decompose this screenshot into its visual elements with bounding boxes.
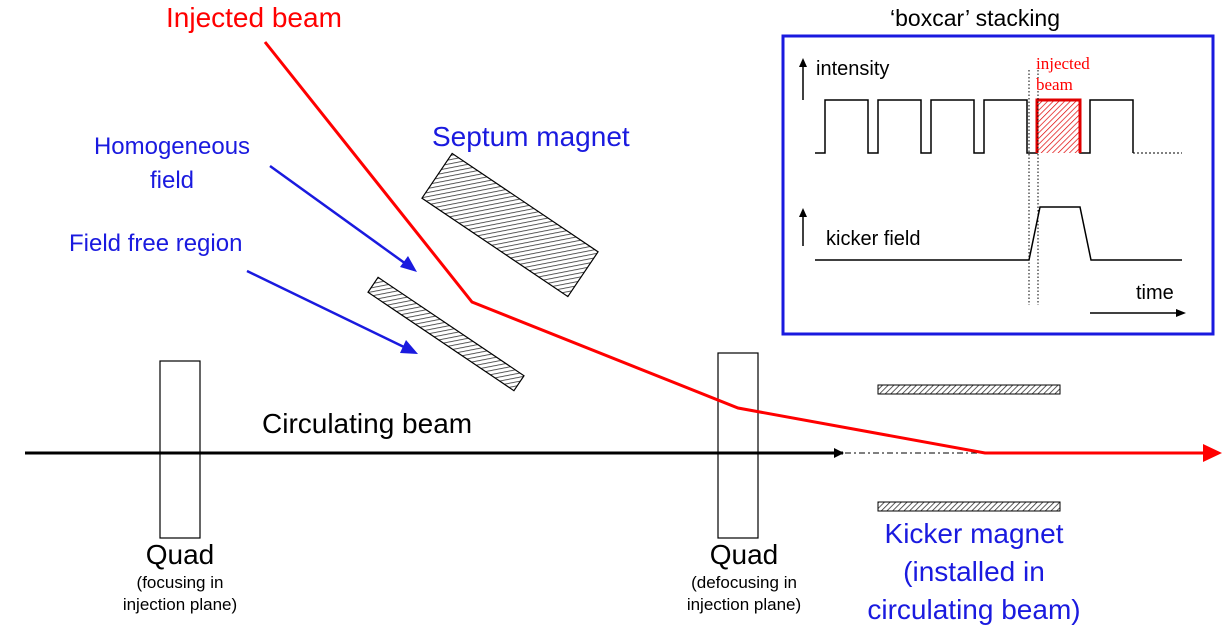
injected-beam-line: [263, 41, 1205, 455]
quad-left-note-line2: injection plane): [122, 595, 238, 614]
injected-beam-arrowhead: [1203, 444, 1222, 462]
kicker-plate-bottom: [877, 501, 1061, 512]
inset-injected-label: injected beam: [1036, 53, 1090, 95]
field-free-region-label: Field free region: [69, 230, 243, 257]
injected-beam-label: Injected beam: [166, 2, 342, 33]
inset-frame: [781, 34, 1215, 336]
inset-injected-line2: beam: [1036, 75, 1073, 94]
kicker-field-pulse: [815, 206, 1182, 261]
septum-magnet-label: Septum magnet: [432, 121, 630, 152]
homogeneous-field-line1: Homogeneous: [93, 133, 251, 160]
quad-left-title: Quad: [145, 539, 215, 570]
quad-left-magnet: [159, 360, 201, 539]
kicker-magnet-label: Kicker magnet (installed in circulating …: [838, 515, 1110, 629]
kicker-plate-top: [877, 384, 1061, 395]
homogeneous-field-label: Homogeneous field: [72, 130, 272, 198]
injected-pulse-outline: [1035, 98, 1082, 153]
inset-time-label: time: [1136, 282, 1174, 304]
field-free-region-arrow: [246, 269, 418, 354]
quad-right-note-line1: (defocusing in: [691, 573, 797, 592]
quad-right-title: Quad: [709, 539, 779, 570]
septum-magnet: [421, 152, 599, 298]
quad-right-label: Quad (defocusing in injection plane): [664, 538, 824, 616]
inset-kicker-field-label: kicker field: [826, 228, 921, 250]
time-axis-arrow: [1176, 309, 1186, 317]
kicker-field-axis-arrow: [799, 208, 807, 217]
septum-blade: [367, 276, 525, 392]
quad-right-magnet: [717, 352, 759, 539]
kicker-magnet-line2: (installed in: [903, 556, 1045, 587]
quad-right-note-line2: injection plane): [686, 595, 802, 614]
boxcar-inset: [781, 34, 1215, 336]
quad-left-label: Quad (focusing in injection plane): [100, 538, 260, 616]
intensity-axis-arrow: [799, 58, 807, 67]
inset-title: ‘boxcar’ stacking: [890, 5, 1061, 31]
homogeneous-field-line2: field: [149, 167, 195, 194]
inset-intensity-label: intensity: [816, 58, 890, 80]
kicker-magnet-line3: circulating beam): [867, 594, 1081, 625]
circulating-beam-label: Circulating beam: [262, 408, 473, 439]
injected-pulse-fill: [1037, 100, 1080, 153]
inset-injected-line1: injected: [1036, 54, 1090, 73]
homogeneous-field-arrow: [269, 164, 417, 272]
kicker-magnet-line1: Kicker magnet: [884, 518, 1064, 549]
quad-left-note-line1: (focusing in: [136, 573, 224, 592]
